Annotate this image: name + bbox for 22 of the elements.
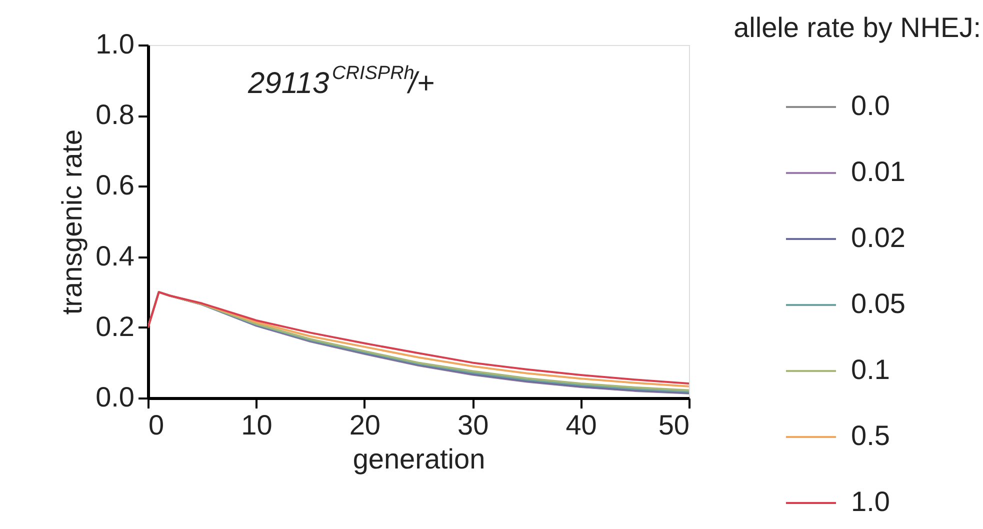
x-tick-label: 50: [658, 410, 690, 440]
legend-label: 1.0: [851, 486, 890, 517]
legend-label: 0.05: [851, 288, 906, 319]
y-tick-label: 0.0: [96, 382, 134, 412]
legend-label: 0.1: [851, 354, 890, 385]
x-axis-title: generation: [352, 444, 486, 474]
legend-label: 0.5: [851, 420, 890, 451]
y-axis-title: transgenic rate: [56, 129, 88, 315]
x-tick-label: 0: [148, 410, 164, 440]
y-tick-label: 0.8: [96, 99, 134, 130]
x-tick-label: 20: [349, 410, 380, 440]
y-tick-label: 1.0: [96, 28, 134, 60]
x-tick-label: 30: [458, 410, 489, 440]
y-tick-label: 0.6: [96, 170, 134, 201]
legend-label: 0.0: [851, 90, 890, 121]
x-tick-label: 40: [566, 410, 597, 440]
x-tick-label: 10: [241, 410, 272, 440]
legend-title: allele rate by NHEJ:: [734, 12, 981, 43]
y-tick-label: 0.4: [96, 240, 134, 272]
legend-label: 0.02: [851, 222, 906, 253]
y-tick-label: 0.2: [96, 310, 134, 342]
legend-label: 0.01: [851, 156, 906, 187]
